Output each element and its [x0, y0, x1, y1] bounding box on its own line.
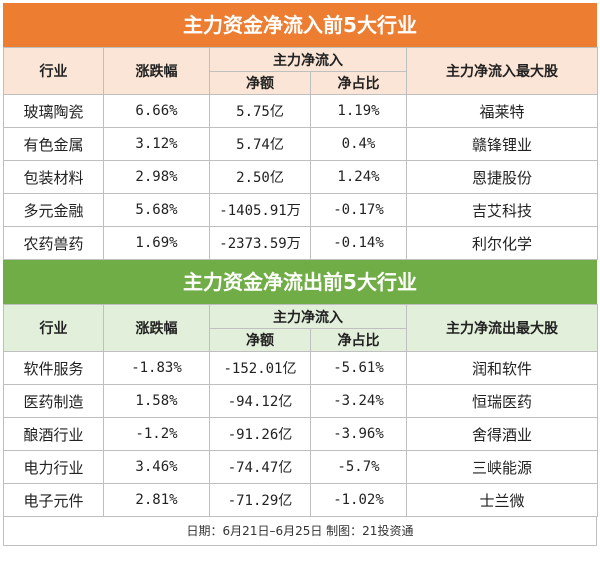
industry-cell: 酿酒行业: [3, 417, 104, 451]
header-change: 涨跌幅: [103, 304, 210, 352]
net-ratio-cell: 1.19%: [310, 94, 407, 128]
change-cell: 5.68%: [103, 193, 210, 227]
header-industry: 行业: [3, 47, 104, 95]
net-amount-cell: -74.47亿: [209, 450, 311, 484]
top-stock-cell: 恩捷股份: [406, 160, 598, 194]
industry-cell: 软件服务: [3, 351, 104, 385]
top-stock-cell: 吉艾科技: [406, 193, 598, 227]
table-row: 包装材料 2.98% 2.50亿 1.24% 恩捷股份: [3, 160, 598, 194]
header-net-ratio: 净占比: [310, 328, 407, 352]
net-amount-cell: 2.50亿: [209, 160, 311, 194]
industry-cell: 包装材料: [3, 160, 104, 194]
change-cell: 1.69%: [103, 226, 210, 260]
net-ratio-cell: -0.14%: [310, 226, 407, 260]
header-net-amount: 净额: [209, 71, 311, 95]
top-stock-cell: 赣锋锂业: [406, 127, 598, 161]
outflow-table: 行业 涨跌幅 主力净流入 主力净流出最大股 净额 净占比 软件服务 -1.83%…: [3, 304, 598, 517]
net-amount-cell: -94.12亿: [209, 384, 311, 418]
table-row: 农药兽药 1.69% -2373.59万 -0.14% 利尔化学: [3, 226, 598, 260]
change-cell: 2.98%: [103, 160, 210, 194]
table-row: 电子元件 2.81% -71.29亿 -1.02% 士兰微: [3, 483, 598, 517]
change-cell: -1.83%: [103, 351, 210, 385]
footer-note: 日期：6月21日–6月25日 制图：21投资通: [3, 517, 597, 546]
top-stock-cell: 润和软件: [406, 351, 598, 385]
industry-cell: 有色金属: [3, 127, 104, 161]
top-stock-cell: 恒瑞医药: [406, 384, 598, 418]
header-industry: 行业: [3, 304, 104, 352]
net-amount-cell: -152.01亿: [209, 351, 311, 385]
fund-flow-report: 主力资金净流入前5大行业 行业 涨跌幅 主力净流入 主力净流入最大股 净额 净占…: [3, 3, 598, 546]
top-stock-cell: 舍得酒业: [406, 417, 598, 451]
top-stock-cell: 三峡能源: [406, 450, 598, 484]
header-net-ratio: 净占比: [310, 71, 407, 95]
change-cell: -1.2%: [103, 417, 210, 451]
net-amount-cell: -71.29亿: [209, 483, 311, 517]
table-row: 玻璃陶瓷 6.66% 5.75亿 1.19% 福莱特: [3, 94, 598, 128]
net-ratio-cell: 0.4%: [310, 127, 407, 161]
table-row: 酿酒行业 -1.2% -91.26亿 -3.96% 舍得酒业: [3, 417, 598, 451]
net-amount-cell: 5.74亿: [209, 127, 311, 161]
industry-cell: 电力行业: [3, 450, 104, 484]
change-cell: 3.12%: [103, 127, 210, 161]
net-ratio-cell: -5.7%: [310, 450, 407, 484]
change-cell: 3.46%: [103, 450, 210, 484]
top-stock-cell: 士兰微: [406, 483, 598, 517]
inflow-table: 行业 涨跌幅 主力净流入 主力净流入最大股 净额 净占比 玻璃陶瓷 6.66% …: [3, 47, 598, 260]
industry-cell: 玻璃陶瓷: [3, 94, 104, 128]
change-cell: 6.66%: [103, 94, 210, 128]
industry-cell: 农药兽药: [3, 226, 104, 260]
outflow-title: 主力资金净流出前5大行业: [3, 260, 597, 304]
net-amount-cell: -91.26亿: [209, 417, 311, 451]
header-net-amount: 净额: [209, 328, 311, 352]
header-top-stock: 主力净流出最大股: [406, 304, 598, 352]
net-ratio-cell: 1.24%: [310, 160, 407, 194]
industry-cell: 电子元件: [3, 483, 104, 517]
table-row: 软件服务 -1.83% -152.01亿 -5.61% 润和软件: [3, 351, 598, 385]
net-ratio-cell: -3.96%: [310, 417, 407, 451]
net-ratio-cell: -5.61%: [310, 351, 407, 385]
industry-cell: 医药制造: [3, 384, 104, 418]
net-amount-cell: 5.75亿: [209, 94, 311, 128]
table-row: 有色金属 3.12% 5.74亿 0.4% 赣锋锂业: [3, 127, 598, 161]
industry-cell: 多元金融: [3, 193, 104, 227]
header-main-flow: 主力净流入: [209, 47, 407, 72]
net-ratio-cell: -0.17%: [310, 193, 407, 227]
net-ratio-cell: -3.24%: [310, 384, 407, 418]
inflow-title: 主力资金净流入前5大行业: [3, 3, 597, 47]
header-change: 涨跌幅: [103, 47, 210, 95]
top-stock-cell: 利尔化学: [406, 226, 598, 260]
change-cell: 2.81%: [103, 483, 210, 517]
header-main-flow: 主力净流入: [209, 304, 407, 329]
change-cell: 1.58%: [103, 384, 210, 418]
net-amount-cell: -2373.59万: [209, 226, 311, 260]
table-row: 医药制造 1.58% -94.12亿 -3.24% 恒瑞医药: [3, 384, 598, 418]
top-stock-cell: 福莱特: [406, 94, 598, 128]
table-row: 电力行业 3.46% -74.47亿 -5.7% 三峡能源: [3, 450, 598, 484]
net-amount-cell: -1405.91万: [209, 193, 311, 227]
header-top-stock: 主力净流入最大股: [406, 47, 598, 95]
net-ratio-cell: -1.02%: [310, 483, 407, 517]
table-row: 多元金融 5.68% -1405.91万 -0.17% 吉艾科技: [3, 193, 598, 227]
